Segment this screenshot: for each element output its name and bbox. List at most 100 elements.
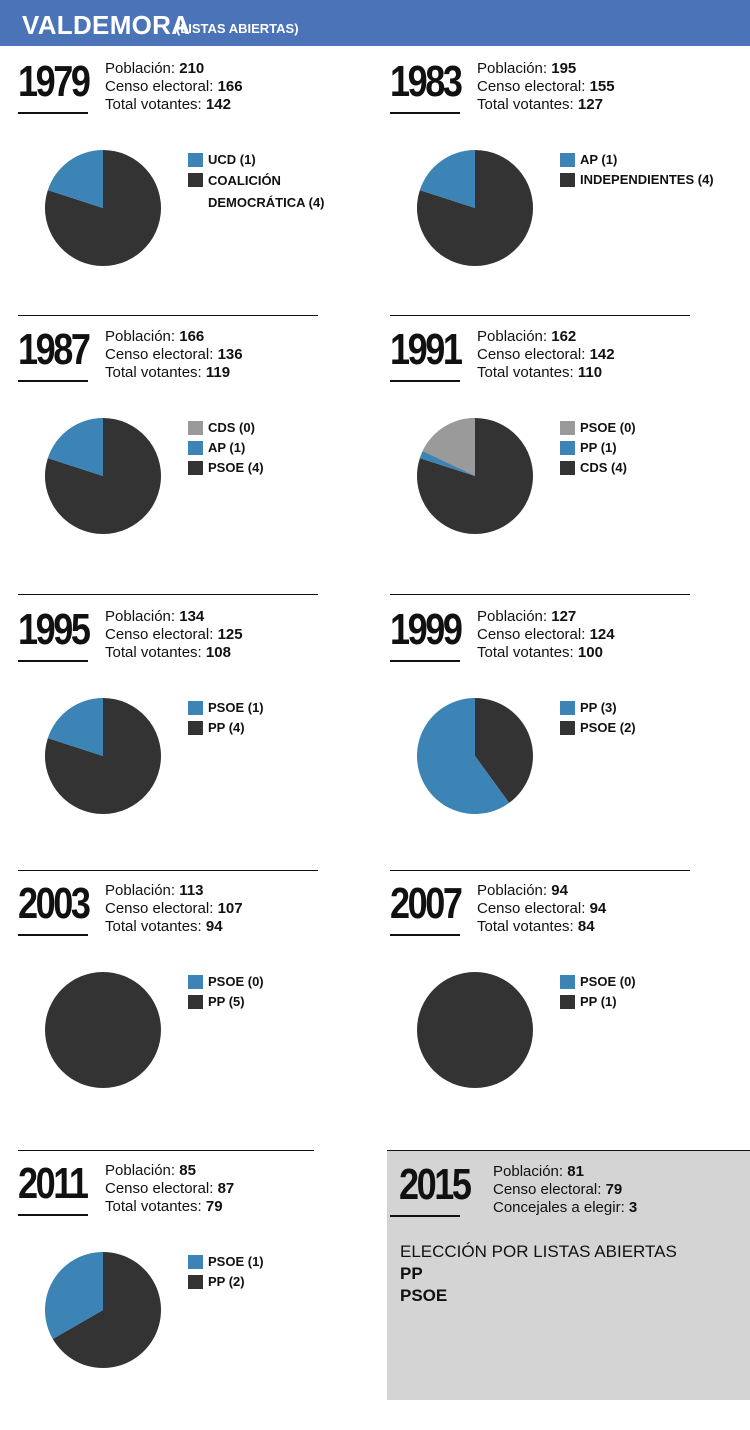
legend-item: COALICIÓN DEMOCRÁTICA (4)	[188, 170, 348, 214]
legend-item: PP (5)	[188, 992, 264, 1012]
censo-label: Censo electoral:	[105, 346, 214, 363]
legend-swatch	[188, 701, 203, 715]
pie-slice	[47, 150, 103, 208]
separator-line	[390, 315, 690, 316]
poblacion-value: 166	[179, 328, 205, 345]
legend: CDS (0) AP (1) PSOE (4)	[188, 418, 264, 478]
election-block: 1983 Población: 195 Censo electoral: 155 To…	[390, 58, 720, 328]
legend-label: PSOE (1)	[208, 1254, 264, 1269]
separator-line	[18, 315, 318, 316]
legend-item: PP (1)	[560, 992, 636, 1012]
stats: Población: 94 Censo electoral: 94 Total vo…	[477, 882, 606, 936]
legend: PSOE (0) PP (1)	[560, 972, 636, 1012]
legend-swatch	[560, 701, 575, 715]
page-title: VALDEMORA	[22, 10, 191, 40]
censo-label: Censo electoral:	[105, 900, 214, 917]
votantes-label: Total votantes:	[477, 918, 574, 935]
votantes-label: Total votantes:	[105, 644, 202, 661]
stats: Población: 127 Censo electoral: 124 Total …	[477, 608, 615, 662]
year-label: 1987	[18, 325, 91, 374]
year-label: 1999	[390, 605, 463, 654]
poblacion-label: Población:	[493, 1163, 564, 1180]
censo-label: Censo electoral:	[477, 900, 586, 917]
legend-label: PSOE (0)	[208, 974, 264, 989]
legend-label: PP (3)	[580, 700, 617, 715]
legend-item: CDS (0)	[188, 418, 264, 438]
legend-label: AP (1)	[580, 152, 618, 167]
pie-chart	[45, 1252, 162, 1368]
votantes-value: 119	[205, 364, 231, 381]
pie-slice	[422, 418, 475, 476]
legend-item: PSOE (0)	[188, 972, 264, 992]
censo-value: 107	[217, 900, 243, 917]
legend-swatch	[560, 153, 575, 167]
poblacion-label: Población:	[477, 882, 548, 899]
legend-swatch	[560, 441, 575, 455]
pie-chart	[417, 418, 533, 534]
votantes-label: Total votantes:	[477, 96, 574, 113]
stats: Población: 134 Censo electoral: 125 Total …	[105, 608, 243, 662]
poblacion-value: 113	[179, 882, 204, 899]
legend-label: CDS (4)	[580, 460, 627, 475]
legend-swatch	[560, 721, 575, 735]
legend-swatch	[560, 975, 575, 989]
legend-swatch	[560, 173, 575, 187]
poblacion-value: 162	[551, 328, 577, 345]
votantes-value: 84	[577, 918, 595, 935]
poblacion-label: Población:	[477, 328, 548, 345]
year-label: 2007	[390, 879, 463, 928]
stats: Población: 113 Censo electoral: 107 Total …	[105, 882, 243, 936]
legend-swatch	[188, 441, 203, 455]
legend: PSOE (0) PP (5)	[188, 972, 264, 1012]
votantes-label: Total votantes:	[105, 96, 202, 113]
censo-value: 155	[589, 78, 615, 95]
header-banner: VALDEMORA (LISTAS ABIERTAS)	[0, 0, 750, 46]
votantes-value: 100	[577, 644, 603, 661]
legend-swatch	[188, 721, 203, 735]
pie-chart	[417, 150, 533, 266]
pie-slice	[44, 698, 161, 814]
censo-value: 142	[589, 346, 615, 363]
stats: Población: 210 Censo electoral: 166 Total …	[105, 60, 243, 114]
open-lists-note: ELECCIÓN POR LISTAS ABIERTAS PP PSOE	[400, 1241, 677, 1307]
poblacion-label: Población:	[105, 1162, 176, 1179]
stats: Población: 195 Censo electoral: 155 Total …	[477, 60, 615, 114]
poblacion-value: 134	[179, 608, 205, 625]
votantes-label: Total votantes:	[105, 364, 202, 381]
year-label: 1983	[390, 57, 463, 106]
election-block: 2003 Población: 113 Censo electoral: 107 To…	[18, 880, 348, 1150]
stats: Población: 162 Censo electoral: 142 Total …	[477, 328, 615, 382]
censo-value: 87	[217, 1180, 235, 1197]
poblacion-label: Población:	[105, 60, 176, 77]
votantes-value: 127	[577, 96, 603, 113]
year-label: 1991	[390, 325, 463, 374]
pie-slice	[45, 1252, 103, 1339]
pie-slice	[417, 972, 533, 1088]
separator-line	[390, 594, 690, 595]
election-block: 1979 Población: 210 Censo electoral: 166 To…	[18, 58, 348, 328]
legend-item: PSOE (2)	[560, 718, 636, 738]
pie-chart	[44, 418, 161, 534]
year-underline	[390, 660, 460, 662]
legend-item: PP (2)	[188, 1272, 264, 1292]
censo-label: Censo electoral:	[477, 346, 586, 363]
censo-label: Censo electoral:	[493, 1181, 602, 1198]
poblacion-label: Población:	[477, 60, 548, 77]
legend-swatch	[188, 1275, 203, 1289]
separator-line	[387, 1150, 750, 1151]
legend-label: PSOE (4)	[208, 460, 264, 475]
pie-slice	[417, 698, 510, 814]
legend-swatch	[188, 421, 203, 435]
year-underline	[390, 1215, 460, 1217]
legend-label: PP (4)	[208, 720, 245, 735]
legend-swatch	[188, 1255, 203, 1269]
year-underline	[18, 112, 88, 114]
votantes-label: Total votantes:	[477, 644, 574, 661]
pie-slice	[44, 150, 161, 266]
legend-item: CDS (4)	[560, 458, 636, 478]
censo-value: 79	[605, 1181, 623, 1198]
censo-value: 166	[217, 78, 243, 95]
legend-label: UCD (1)	[208, 152, 256, 167]
page-subtitle: (LISTAS ABIERTAS)	[176, 21, 299, 36]
poblacion-value: 210	[179, 60, 205, 77]
